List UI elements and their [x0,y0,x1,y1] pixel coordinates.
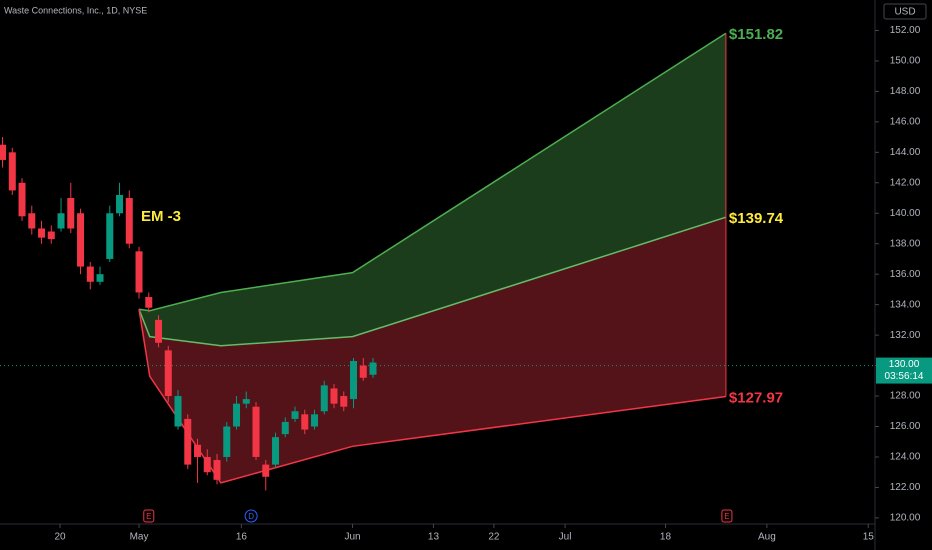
y-tick-label: 144.00 [890,147,921,158]
y-tick-label: 136.00 [890,269,921,280]
chart-title: Waste Connections, Inc., 1D, NYSE [4,5,147,15]
candle-body [252,406,260,457]
candle-body [116,194,124,214]
band-line [138,32,727,312]
band-end-label: $139.74 [729,210,784,227]
candle-body [233,403,241,427]
candle-body [311,414,319,427]
candle-body [291,411,299,419]
candle-body [330,388,338,404]
candle-body [38,228,46,238]
candle-body [164,350,172,397]
price-tag-countdown: 03:56:14 [885,371,924,382]
band-line [138,309,727,484]
y-tick-label: 148.00 [890,86,921,97]
candle-body [47,231,55,240]
candle-body [213,460,221,480]
candle-body [18,182,26,217]
y-tick-label: 120.00 [890,513,921,524]
candle-body [0,144,7,160]
candle-body [350,361,358,400]
y-tick-label: 134.00 [890,299,921,310]
event-marker [143,509,155,523]
x-tick-label: 18 [660,532,672,543]
event-marker-label: E [724,512,729,521]
candle-body [359,365,367,378]
currency-box[interactable] [883,3,927,20]
candle-body [67,198,75,229]
band-end-label: $127.97 [729,389,783,406]
candle-body [272,437,280,465]
price-tag [876,357,932,384]
x-tick-label: 22 [488,532,500,543]
y-tick-label: 126.00 [890,421,921,432]
candle-body [145,297,153,308]
y-tick-label: 146.00 [890,117,921,128]
candle-body [135,251,143,293]
candle-body [106,213,114,259]
y-tick-label: 138.00 [890,238,921,249]
x-tick-label: Aug [758,532,776,543]
candle-body [8,152,16,191]
candle-body [340,396,348,407]
y-tick-label: 152.00 [890,25,921,36]
upper-band [139,33,726,346]
candle-body [77,213,85,267]
currency[interactable]: USD [894,7,915,18]
x-tick-label: 20 [54,532,66,543]
candle-body [57,213,65,229]
candle-body [174,396,182,427]
candle-body [223,426,231,457]
band-end-label: $151.82 [729,26,783,43]
candle-body [203,456,211,473]
y-tick-label: 128.00 [890,391,921,402]
lower-band [139,217,726,483]
x-tick-label: 16 [236,532,248,543]
band-line [138,216,727,347]
candle-body [194,444,202,457]
x-tick-label: 15 [863,532,875,543]
y-tick-label: 124.00 [890,452,921,463]
candle-body [96,274,104,282]
candle-body [125,198,133,244]
x-tick-label: 13 [428,532,440,543]
x-tick-label: May [130,532,149,543]
event-marker-label: D [248,512,254,521]
candle-body [86,266,94,282]
candle-body [184,418,192,465]
candle-body [242,399,250,404]
candle-body [369,362,377,375]
x-tick-label: Jun [344,532,360,543]
annotation: EM -3 [141,208,181,225]
y-tick-label: 140.00 [890,208,921,219]
price-tag-value: 130.00 [889,359,920,370]
candle-body [155,319,163,343]
y-tick-label: 132.00 [890,330,921,341]
candle-body [281,421,289,435]
candle-body [301,414,309,430]
event-marker [721,509,733,523]
candle-body [262,464,270,477]
candle-body [28,213,36,229]
event-marker-label: E [146,512,151,521]
y-tick-label: 122.00 [890,482,921,493]
event-marker [244,509,258,523]
y-tick-label: 150.00 [890,56,921,67]
x-tick-label: Jul [559,532,572,543]
candle-body [320,385,328,412]
y-tick-label: 142.00 [890,177,921,188]
